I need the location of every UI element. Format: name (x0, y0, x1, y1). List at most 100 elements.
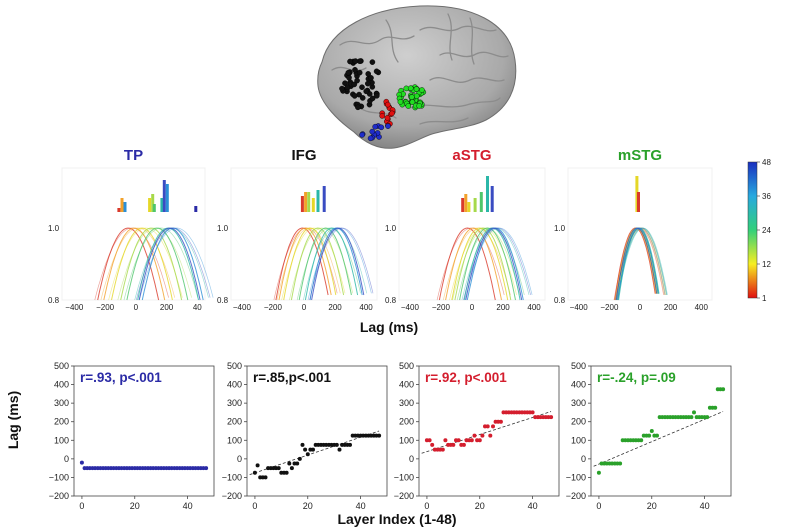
electrode-ifg (356, 69, 363, 76)
x-tick-label: −200 (600, 303, 619, 312)
x-tick-label: 200 (160, 303, 174, 312)
x-tick-label: −200 (96, 303, 115, 312)
lag-panel-frame (398, 167, 546, 301)
data-point (596, 470, 601, 475)
y-tick-label: 500 (399, 361, 414, 371)
data-point (443, 438, 448, 443)
lag-panel-title: TP (124, 147, 143, 164)
data-point (530, 410, 535, 415)
y-tick-label: 300 (227, 398, 242, 408)
y-tick-label: 1.0 (48, 224, 60, 233)
lag-curve (103, 227, 166, 301)
electrode-mstg (413, 86, 420, 92)
peak-marker (165, 184, 169, 212)
data-point (440, 447, 445, 452)
data-point (498, 419, 503, 424)
x-tick-label: 20 (130, 501, 140, 511)
data-point (289, 466, 294, 471)
x-tick-label: 40 (193, 303, 202, 312)
electrode-astg (379, 113, 386, 119)
electrode-ifg (352, 67, 358, 73)
peak-marker (637, 192, 640, 212)
lag-curve (436, 227, 505, 301)
brain-cortex-render (317, 5, 517, 149)
colorbar-tick-label: 1 (762, 294, 767, 303)
peak-marker (194, 206, 198, 212)
electrode-mstg (407, 85, 414, 91)
x-tick-label: 0 (596, 501, 601, 511)
electrode-mstg (408, 94, 415, 100)
correlation-annotation: r=.85,p<.001 (253, 370, 332, 385)
scatter-axes-frame (590, 365, 732, 497)
electrode-tp (372, 123, 379, 130)
peak-marker (635, 176, 639, 212)
electrode-ifg (359, 95, 366, 101)
y-tick-label: 0 (409, 454, 414, 464)
y-tick-label: −100 (222, 472, 242, 482)
electrode-mstg (413, 93, 420, 99)
correlation-annotation: r=-.24, p=.09 (597, 370, 676, 385)
y-tick-label: 0.8 (554, 296, 566, 305)
y-tick-label: 300 (571, 398, 586, 408)
scatter-panel-tp: 500 400 300 200 100 0 −100 −200 0 20 40 r=.93, p<.0… (49, 361, 215, 511)
y-tick-label: −100 (394, 472, 414, 482)
peak-marker (148, 198, 152, 212)
x-tick-label: 0 (134, 303, 139, 312)
data-point (334, 442, 339, 447)
y-tick-label: −200 (49, 491, 69, 501)
peak-marker (307, 192, 311, 212)
lag-panel-title: aSTG (452, 147, 491, 164)
lag-curve (135, 227, 211, 301)
electrode-ifg (363, 88, 370, 95)
y-tick-label: 0 (237, 454, 242, 464)
x-tick-label: 0 (470, 303, 475, 312)
peak-marker (486, 176, 489, 212)
correlation-annotation: r=.93, p<.001 (80, 370, 162, 385)
x-tick-label: 0 (302, 303, 307, 312)
data-point (692, 410, 696, 415)
electrode-tp (385, 123, 391, 129)
y-tick-label: 500 (571, 361, 586, 371)
peak-marker (300, 196, 304, 212)
data-point (284, 470, 289, 475)
peak-marker (316, 190, 320, 212)
lag-curve (463, 227, 531, 301)
electrode-ifg (359, 84, 365, 90)
data-point (430, 442, 435, 447)
y-tick-label: 400 (571, 380, 586, 390)
y-tick-label: 200 (227, 417, 242, 427)
x-tick-label: 200 (328, 303, 342, 312)
electrode-tp (359, 132, 365, 138)
layer-colorbar: 48 36 24 12 1 (747, 158, 771, 303)
lag-panel-frame (61, 167, 206, 301)
lag-panel-mstg: mSTG 1.0 0.8 −400 −200 0 200 400 (554, 147, 713, 312)
data-point (287, 461, 292, 466)
electrode-ifg (352, 58, 359, 64)
scatter-panel-ifg: 500 400 300 200 100 0 −100 −200 0 20 40 r=.85,p<.00… (222, 361, 388, 511)
scatter-axes-frame (246, 365, 388, 497)
colorbar-tick-label: 12 (762, 260, 771, 269)
lag-curve (615, 227, 666, 301)
data-point (485, 424, 490, 429)
peak-marker (151, 194, 155, 212)
data-point (263, 475, 268, 480)
lag-panel-frame (230, 167, 378, 301)
electrode-ifg (365, 71, 372, 77)
x-tick-label: 40 (528, 501, 538, 511)
lag-curve (298, 227, 352, 301)
y-tick-label: −200 (566, 491, 586, 501)
data-point (297, 456, 302, 461)
x-tick-label: 0 (424, 501, 429, 511)
y-tick-label: 0 (64, 454, 69, 464)
y-tick-label: −100 (566, 472, 586, 482)
y-tick-label: 1.0 (385, 224, 397, 233)
peak-marker (123, 202, 127, 212)
lag-curve (100, 227, 176, 301)
y-tick-label: 400 (227, 380, 242, 390)
y-tick-label: 500 (227, 361, 242, 371)
lag-curve (138, 227, 201, 301)
lag-curve (617, 227, 668, 301)
x-tick-label: −200 (264, 303, 283, 312)
lag-panel-astg: aSTG 1.0 0.8 −400 −200 0 200 400 (385, 147, 546, 312)
lag-curve (111, 227, 173, 301)
